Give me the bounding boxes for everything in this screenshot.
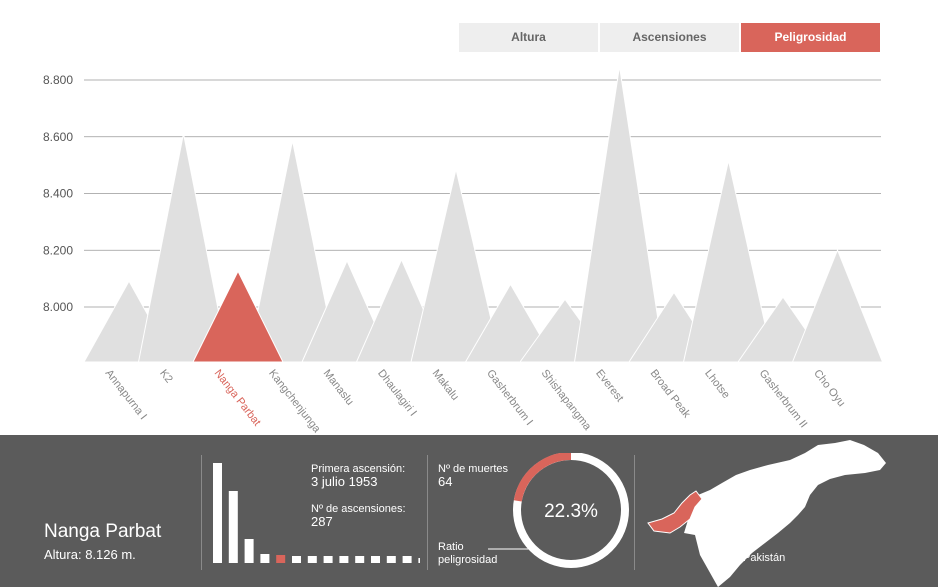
mountain-makalu[interactable] bbox=[410, 169, 502, 363]
mountain-lhotse[interactable] bbox=[682, 160, 775, 363]
y-tick-label: 8.600 bbox=[43, 130, 73, 144]
ascents-bar bbox=[228, 491, 238, 563]
x-tick-label[interactable]: Lhotse bbox=[702, 367, 732, 400]
x-tick-label[interactable]: Cho Oyu bbox=[811, 367, 847, 409]
ratio-label-2: peligrosidad bbox=[438, 554, 498, 566]
region-map: Pakistán bbox=[647, 440, 886, 587]
ascents-bar bbox=[244, 539, 254, 563]
ascents-bar bbox=[292, 556, 301, 563]
ascents-bar bbox=[260, 554, 270, 563]
ratio-value: 22.3% bbox=[544, 501, 598, 522]
deaths-value: 64 bbox=[438, 474, 453, 489]
x-tick-label[interactable]: Nanga Parbat bbox=[212, 367, 263, 428]
tab-bar: Altura Ascensiones Peligrosidad bbox=[459, 23, 880, 52]
ratio-donut: 22.3% bbox=[488, 453, 629, 568]
mountain-kangchenjunga[interactable] bbox=[246, 140, 339, 363]
ascents-bar bbox=[339, 556, 349, 563]
mountain-gasherbrum-i[interactable] bbox=[464, 283, 557, 363]
ascents-bar bbox=[371, 556, 380, 563]
tab-peligrosidad[interactable]: Peligrosidad bbox=[741, 23, 880, 52]
ascents-value: 287 bbox=[311, 514, 333, 529]
tab-ascensiones[interactable]: Ascensiones bbox=[600, 23, 739, 52]
ascents-bar bbox=[213, 463, 222, 563]
deaths-label: Nº de muertes bbox=[438, 463, 509, 475]
mountain-chart: 8.000 8.200 8.400 8.600 8.800 Annapurna I K2 Na… bbox=[43, 66, 884, 435]
x-tick-label[interactable]: Shishapangma bbox=[539, 367, 594, 433]
x-tick-label[interactable]: Makalu bbox=[430, 367, 461, 402]
ascents-bars bbox=[213, 463, 420, 563]
ascents-bar bbox=[355, 556, 365, 563]
ascents-label: Nº de ascensiones: bbox=[311, 503, 406, 515]
first-ascent-value: 3 julio 1953 bbox=[311, 474, 378, 489]
x-tick-label[interactable]: Annapurna I bbox=[103, 367, 149, 422]
ascents-bar bbox=[323, 556, 333, 563]
country-label: Pakistán bbox=[743, 552, 785, 564]
altura-value: 8.126 m. bbox=[85, 547, 136, 562]
map-land bbox=[680, 440, 886, 587]
ascents-bar bbox=[402, 556, 412, 563]
x-tick-label[interactable]: Kangchenjunga bbox=[266, 367, 323, 435]
x-tick-label[interactable]: Gasherbrum II bbox=[757, 367, 810, 430]
y-tick-label: 8.200 bbox=[43, 243, 73, 257]
ascents-bar bbox=[307, 556, 317, 563]
detail-panel: Nanga Parbat Altura: 8.126 m. Primera as… bbox=[0, 435, 938, 587]
ascents-bar bbox=[386, 556, 396, 563]
x-tick-label[interactable]: Manaslu bbox=[321, 367, 356, 407]
x-tick-label[interactable]: Gasherbrum I bbox=[484, 367, 535, 427]
peak-name: Nanga Parbat bbox=[44, 521, 162, 542]
mountain-everest[interactable] bbox=[573, 66, 666, 363]
altura-line: Altura: 8.126 m. bbox=[44, 547, 136, 562]
ascents-bar bbox=[276, 555, 286, 563]
divider bbox=[201, 455, 202, 570]
y-tick-label: 8.000 bbox=[43, 300, 73, 314]
x-tick-label[interactable]: Broad Peak bbox=[648, 367, 693, 420]
divider bbox=[634, 455, 635, 570]
x-tick-label[interactable]: K2 bbox=[157, 367, 175, 385]
mountain-cho-oyu[interactable] bbox=[791, 248, 884, 363]
y-tick-label: 8.400 bbox=[43, 187, 73, 201]
map-pakistan bbox=[647, 490, 703, 534]
ascents-bar bbox=[418, 558, 420, 563]
mountain-nanga-parbat[interactable] bbox=[192, 270, 284, 363]
x-tick-label[interactable]: Everest bbox=[593, 367, 625, 404]
donut-arc bbox=[513, 453, 572, 502]
divider bbox=[427, 455, 428, 570]
y-tick-label: 8.800 bbox=[43, 73, 73, 87]
x-tick-label[interactable]: Dhaulagiri I bbox=[375, 367, 419, 418]
ratio-label-1: Ratio bbox=[438, 541, 464, 553]
first-ascent-label: Primera ascensión: bbox=[311, 463, 406, 475]
altura-label: Altura: bbox=[44, 547, 82, 562]
mountain-k2[interactable] bbox=[137, 133, 230, 363]
ratio-label: Ratio peligrosidad bbox=[438, 541, 497, 567]
tab-altura[interactable]: Altura bbox=[459, 23, 598, 52]
